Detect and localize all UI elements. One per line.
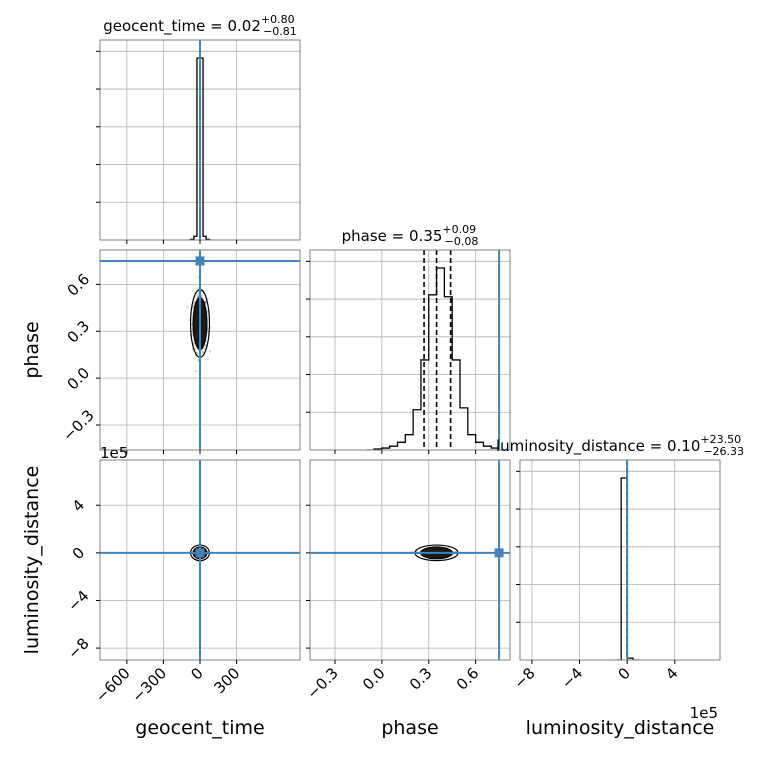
y-offset-text: 1e5 (100, 444, 128, 462)
truth-marker (195, 256, 205, 266)
panel-frame (309, 249, 511, 451)
x-tick-label: −8 (510, 664, 538, 692)
panel-frame (309, 459, 511, 661)
title-luminosity_distance: luminosity_distance = 0.10+23.50 −26.33 (496, 433, 744, 458)
sample-point (204, 300, 207, 303)
x-tick-label: 300 (210, 664, 243, 697)
sample-point (196, 295, 199, 298)
y-tick-label: 0.3 (64, 317, 94, 347)
sample-point (195, 370, 198, 373)
sample-point (197, 276, 200, 279)
sample-point (188, 318, 191, 322)
y-tick-label: −8 (64, 634, 92, 662)
scatter-panel-luminosity_distance-vs-phase: −0.3 0.0 0.3 0.6 (303, 459, 511, 703)
sample-point (203, 347, 206, 350)
y-tick-label: −4 (64, 587, 92, 615)
truth-marker (494, 548, 504, 558)
title-phase: phase = 0.35+0.09 −0.08 (342, 223, 479, 248)
y-tick-label: 0.6 (64, 270, 94, 300)
y-axis-label-phase: phase (21, 321, 43, 378)
sample-point (192, 305, 195, 308)
panel-frame (519, 459, 721, 661)
x-tick-label: −0.3 (303, 664, 341, 702)
x-tick-label: −4 (558, 664, 586, 692)
sample-point (196, 352, 199, 355)
scatter-panel-phase-vs-geocent_time: −0.3 0.0 0.3 0.6 (59, 249, 301, 454)
x-axis-label-phase: phase (381, 717, 438, 739)
sample-point (206, 310, 209, 313)
sample-point (204, 301, 207, 304)
sample-point (204, 300, 207, 303)
sample-point (208, 350, 212, 353)
y-tick-label: 4 (69, 496, 88, 515)
hist-panel-geocent_time (96, 39, 301, 244)
scatter-panel-luminosity_distance-vs-geocent_time: −600−300 0 300−8−404 (64, 459, 301, 706)
histogram-phase (366, 267, 507, 450)
x-tick-label: 4 (662, 664, 681, 683)
sample-point (204, 302, 208, 305)
x-axis-label-luminosity_distance: luminosity_distance (526, 717, 715, 739)
y-axis-label-luminosity_distance: luminosity_distance (21, 466, 43, 655)
hist-panel-phase (306, 249, 511, 454)
sample-point (204, 343, 207, 347)
sample-point (192, 304, 195, 307)
sample-point (201, 294, 204, 298)
x-tick-label: 0 (614, 664, 633, 683)
x-offset-text: 1e5 (690, 704, 718, 722)
x-tick-label: −300 (128, 664, 170, 706)
sample-point (197, 292, 200, 295)
sample-point (186, 306, 189, 309)
sample-point (204, 301, 207, 304)
y-tick-label: 0.0 (64, 364, 94, 394)
x-tick-label: 0.0 (359, 664, 389, 694)
sample-point (196, 287, 199, 290)
x-axis-label-geocent_time: geocent_time (135, 717, 264, 739)
x-tick-label: 0.6 (453, 664, 483, 694)
y-tick-label: −0.3 (59, 406, 97, 444)
title-geocent_time: geocent_time = 0.02+0.80 −0.81 (103, 13, 297, 38)
sample-point (202, 351, 205, 354)
sample-point (205, 340, 208, 343)
sample-point (201, 350, 204, 353)
sample-point (207, 358, 210, 361)
x-tick-label: 0.3 (406, 664, 436, 694)
y-tick-label: 0 (69, 544, 88, 563)
x-tick-label: −600 (92, 664, 134, 706)
hist-panel-luminosity_distance: −8 −4 0 4 (510, 459, 721, 692)
truth-marker (195, 548, 205, 558)
sample-point (196, 295, 199, 298)
sample-point (193, 301, 196, 304)
x-tick-label: 0 (187, 664, 206, 683)
